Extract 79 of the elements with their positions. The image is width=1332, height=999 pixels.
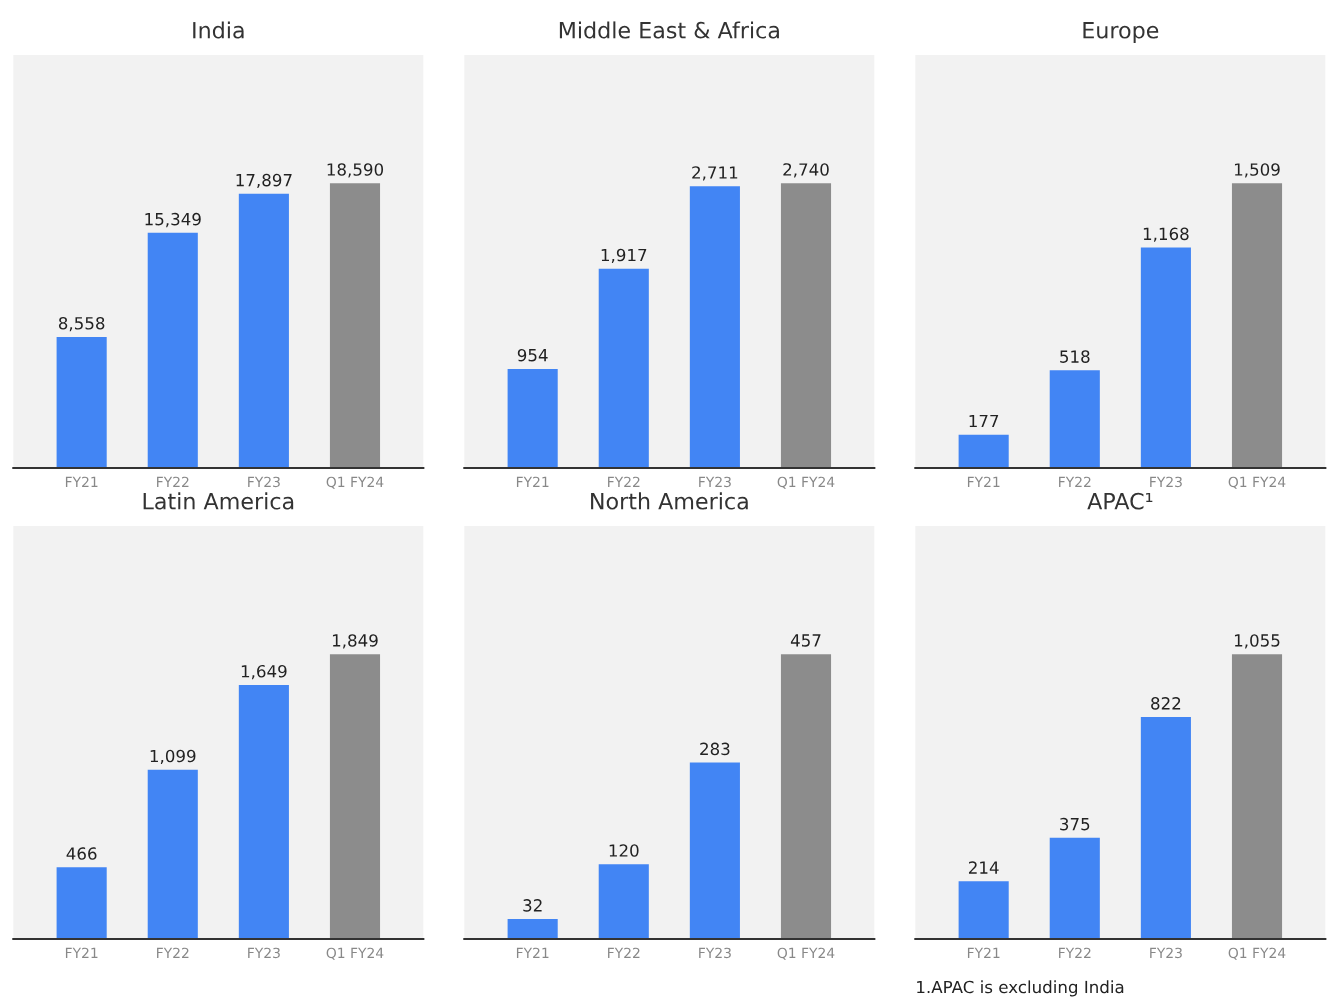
bar [598,864,649,940]
chart-title: Middle East & Africa [559,21,779,39]
bar [147,232,198,469]
x-tick-label: Q1 FY24 [326,476,384,489]
x-tick-label: FY22 [608,476,640,487]
data-label: 120 [609,844,639,857]
data-label: 518 [1060,350,1090,363]
bar [689,762,740,940]
x-tick-label: Q1 FY24 [777,476,835,489]
bar [329,183,381,469]
chart-title: Latin America [143,492,294,510]
data-label: 17,897 [236,173,292,189]
x-tick-label: FY22 [157,947,189,958]
bar [689,186,740,469]
x-tick-label: FY23 [1150,476,1182,488]
bar [598,268,649,469]
x-tick-label: FY23 [699,476,731,488]
bar [1049,370,1100,469]
x-tick-label: FY21 [65,947,98,958]
data-label: 1,168 [1143,227,1189,242]
data-label: 1,917 [601,248,647,264]
bar [780,654,832,940]
bar [56,867,107,940]
bar [958,881,1009,940]
x-tick-label: Q1 FY24 [1228,476,1286,489]
x-tick-label: FY22 [157,476,189,487]
x-tick-label: FY21 [967,476,1000,487]
data-label: 1,649 [241,664,287,680]
data-label: 214 [968,861,999,874]
data-label: 2,711 [692,166,738,181]
data-label: 32 [523,899,542,912]
data-label: 8,558 [58,316,105,332]
x-tick-label: Q1 FY24 [777,947,835,960]
bar [1049,837,1100,940]
x-tick-label: FY21 [516,476,549,487]
data-label: 1,099 [150,749,196,765]
data-label: 457 [790,634,821,647]
data-label: 375 [1060,817,1090,831]
bar [780,183,832,469]
bar [1231,654,1283,940]
bar [1140,247,1191,469]
bar [1140,717,1191,940]
data-label: 283 [700,742,730,756]
data-label: 466 [66,847,97,860]
x-tick-label: FY21 [967,947,1000,958]
chart-title: APAC¹ [1087,492,1153,510]
x-tick-label: FY23 [248,476,280,488]
data-label: 1,849 [332,634,378,649]
data-label: 15,349 [145,212,201,228]
x-tick-label: FY23 [1150,947,1182,959]
data-label: 177 [969,414,999,428]
data-label: 1,509 [1234,163,1280,178]
bar [238,684,289,940]
data-label: 18,590 [327,163,384,178]
bar [507,919,558,940]
bar [56,336,107,469]
x-tick-label: FY23 [248,947,280,959]
bar [958,434,1009,469]
bar [329,654,381,940]
bar [238,193,289,469]
data-label: 2,740 [783,163,829,178]
bar [147,769,198,940]
bar [1231,183,1283,469]
bar [507,368,558,469]
data-label: 822 [1151,697,1181,710]
x-tick-label: Q1 FY24 [1228,947,1286,960]
text: 1.APAC is excluding India [917,980,1124,997]
chart-title: Europe [1083,22,1159,43]
x-tick-label: FY22 [1059,947,1091,958]
data-label: 1,055 [1234,634,1280,649]
x-tick-label: FY21 [516,947,549,958]
x-tick-label: FY22 [608,947,640,958]
chart-title: North America [591,492,748,510]
x-tick-label: FY22 [1059,476,1091,487]
x-tick-label: FY21 [65,476,98,487]
x-tick-label: FY23 [699,947,731,959]
x-tick-label: Q1 FY24 [326,947,384,960]
data-label: 954 [517,348,548,362]
chart-title: India [193,21,244,39]
